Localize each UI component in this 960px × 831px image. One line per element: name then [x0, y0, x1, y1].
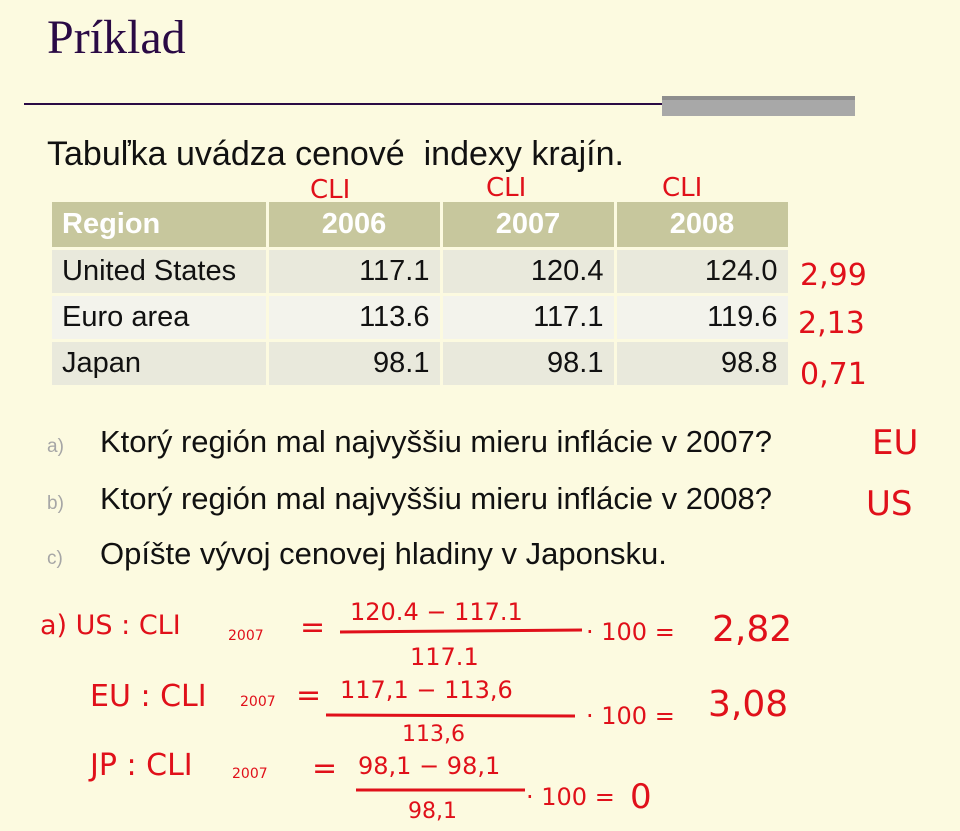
hw-answer-b: US: [866, 484, 912, 524]
cell-value: 117.1: [441, 294, 617, 342]
hw-calc-eu-label: EU : CLI: [90, 679, 207, 714]
hw-fraction-bar: [325, 713, 576, 718]
hw-calc-us-den: 117.1: [410, 643, 479, 671]
hw-calc-jp-tail: · 100 =: [526, 783, 615, 811]
cell-region: Japan: [52, 340, 269, 388]
cell-value: 124.0: [615, 248, 791, 296]
hw-calc-jp-sub: 2007: [232, 766, 268, 782]
hw-rate-eu: 2,13: [798, 306, 865, 341]
intro-text: Tabuľka uvádza cenové indexy krajín.: [47, 135, 624, 173]
question-letter: b): [47, 493, 64, 514]
hw-calc-eu-tail: · 100 =: [586, 702, 675, 730]
table-header-row: Region 2006 2007 2008: [52, 202, 791, 250]
header-2007: 2007: [441, 202, 617, 250]
title-rule: [24, 103, 854, 105]
cell-value: 113.6: [267, 294, 443, 342]
cell-value: 98.1: [267, 340, 443, 388]
hw-rate-us: 2,99: [800, 258, 867, 293]
hw-calc-us-sub: 2007: [228, 628, 264, 644]
hw-calc-jp-eq: =: [312, 751, 337, 786]
cell-value: 98.8: [615, 340, 791, 388]
hw-calc-jp-result: 0: [630, 777, 652, 817]
table-row: Euro area 113.6 117.1 119.6: [52, 294, 791, 342]
question-a: a) Ktorý región mal najvyššiu mieru inflá…: [47, 424, 772, 460]
question-letter: c): [47, 548, 63, 569]
hw-column-label: CLI: [310, 175, 350, 205]
hw-calc-eu-eq: =: [296, 678, 321, 713]
question-b: b) Ktorý región mal najvyššiu mieru inflá…: [47, 481, 772, 517]
table-row: United States 117.1 120.4 124.0: [52, 248, 791, 296]
question-text: Opíšte vývoj cenovej hladiny v Japonsku.: [100, 536, 667, 571]
hw-calc-us-label: a) US : CLI: [40, 610, 181, 641]
cell-value: 98.1: [441, 340, 617, 388]
hw-column-label: CLI: [486, 173, 526, 203]
hw-fraction-bar: [339, 628, 583, 634]
header-region: Region: [52, 202, 269, 250]
hw-calc-eu-sub: 2007: [240, 694, 276, 710]
cell-region: Euro area: [52, 294, 269, 342]
hw-calc-us-num: 120.4 − 117.1: [350, 598, 523, 626]
hw-calc-jp-den: 98,1: [408, 799, 457, 824]
question-c: c) Opíšte vývoj cenovej hladiny v Japonsk…: [47, 536, 667, 572]
hw-calc-eu-result: 3,08: [708, 684, 788, 725]
hw-rate-jp: 0,71: [800, 357, 867, 392]
hw-calc-us-eq: =: [300, 610, 325, 645]
hw-answer-a: EU: [872, 423, 918, 463]
hw-column-label: CLI: [662, 173, 702, 203]
hw-calc-eu-num: 117,1 − 113,6: [340, 676, 513, 704]
cell-value: 120.4: [441, 248, 617, 296]
hw-calc-jp-num: 98,1 − 98,1: [358, 752, 500, 780]
cell-value: 119.6: [615, 294, 791, 342]
slide-title: Príklad: [47, 11, 186, 64]
question-letter: a): [47, 436, 64, 457]
hw-calc-us-tail: · 100 =: [586, 618, 675, 646]
hw-calc-eu-den: 113,6: [402, 722, 465, 747]
hw-calc-us-result: 2,82: [712, 609, 792, 650]
header-2006: 2006: [267, 202, 443, 250]
hw-calc-jp-label: JP : CLI: [88, 748, 193, 783]
cell-value: 117.1: [267, 248, 443, 296]
question-text: Ktorý región mal najvyššiu mieru infláci…: [100, 481, 772, 516]
question-text: Ktorý región mal najvyššiu mieru infláci…: [100, 424, 772, 459]
price-index-table: Region 2006 2007 2008 United States 117.…: [52, 202, 791, 388]
cell-region: United States: [52, 248, 269, 296]
table-row: Japan 98.1 98.1 98.8: [52, 340, 791, 388]
title-rule-accent: [662, 96, 855, 116]
header-2008: 2008: [615, 202, 791, 250]
